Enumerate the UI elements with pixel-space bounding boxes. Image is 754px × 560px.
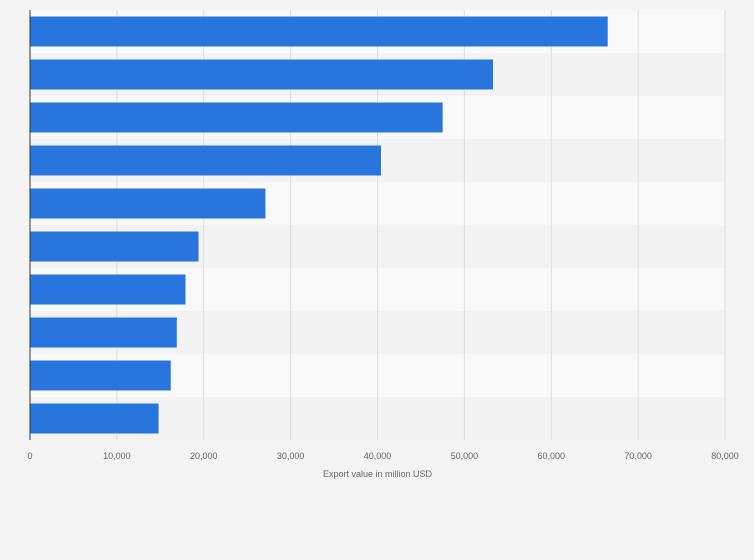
bar: [30, 274, 186, 305]
x-axis-title: Export value in million USD: [323, 469, 433, 479]
x-tick-label: 60,000: [537, 451, 565, 461]
x-tick-label: 0: [27, 451, 32, 461]
bar: [30, 317, 177, 348]
bar: [30, 403, 159, 434]
x-tick-label: 40,000: [364, 451, 392, 461]
bar: [30, 102, 443, 133]
bar: [30, 16, 608, 47]
x-tick-label: 80,000: [711, 451, 739, 461]
x-tick-label: 10,000: [103, 451, 131, 461]
x-tick-label: 70,000: [624, 451, 652, 461]
x-tick-label: 50,000: [451, 451, 479, 461]
bar: [30, 231, 199, 262]
x-tick-labels: 0 10,000 20,000 30,000 40,000 50,000 60,000 70,…: [27, 451, 738, 461]
bar: [30, 59, 494, 90]
x-tick-label: 30,000: [277, 451, 305, 461]
bar: [30, 360, 171, 391]
bar: [30, 145, 381, 176]
bars: [30, 16, 608, 434]
x-tick-label: 20,000: [190, 451, 218, 461]
bar: [30, 188, 266, 219]
